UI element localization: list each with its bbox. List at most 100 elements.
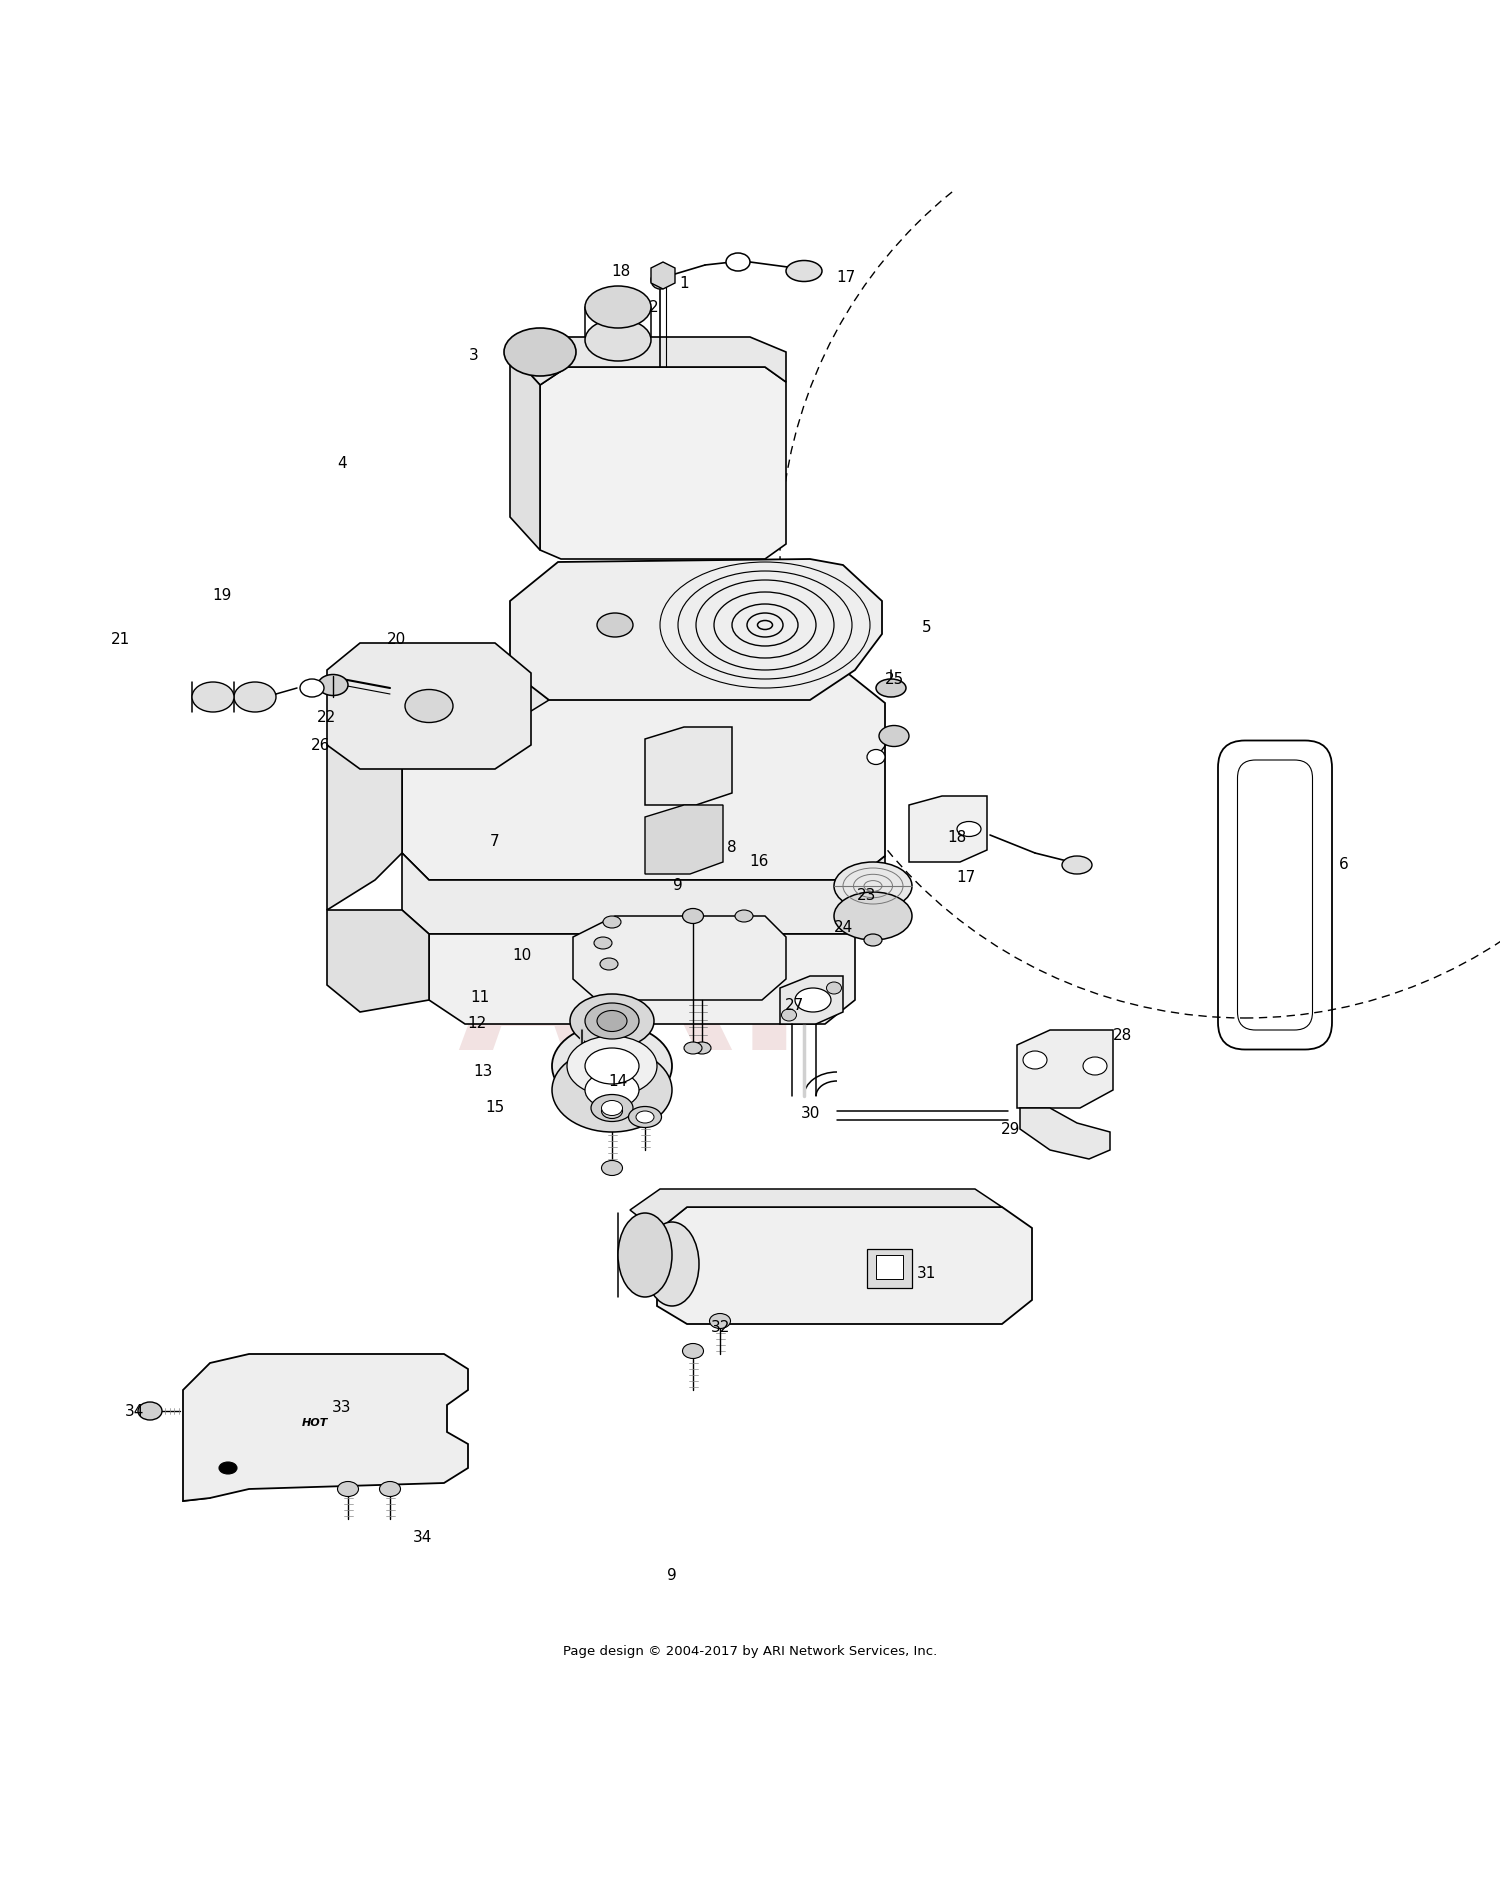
Ellipse shape	[628, 1107, 662, 1128]
Polygon shape	[510, 352, 540, 551]
Ellipse shape	[867, 750, 885, 765]
Ellipse shape	[602, 1100, 622, 1115]
Text: 23: 23	[858, 887, 876, 902]
Text: Page design © 2004-2017 by ARI Network Services, Inc.: Page design © 2004-2017 by ARI Network S…	[562, 1645, 938, 1658]
Ellipse shape	[645, 1222, 699, 1307]
Polygon shape	[651, 261, 675, 290]
Ellipse shape	[636, 1111, 654, 1122]
Text: 25: 25	[885, 671, 903, 686]
Ellipse shape	[682, 1344, 703, 1359]
Text: 3: 3	[470, 348, 478, 363]
Text: 2: 2	[650, 299, 658, 314]
Text: 5: 5	[922, 620, 932, 635]
Text: 22: 22	[318, 711, 336, 726]
Text: 28: 28	[1113, 1028, 1131, 1043]
Ellipse shape	[318, 675, 348, 696]
Ellipse shape	[219, 1463, 237, 1474]
Ellipse shape	[876, 679, 906, 697]
Polygon shape	[645, 805, 723, 874]
Ellipse shape	[594, 936, 612, 949]
Polygon shape	[630, 1188, 1002, 1231]
Text: 20: 20	[387, 632, 405, 647]
Ellipse shape	[380, 1481, 400, 1496]
Ellipse shape	[693, 1042, 711, 1055]
Text: 1: 1	[680, 276, 688, 291]
Text: 14: 14	[609, 1073, 627, 1089]
Ellipse shape	[682, 908, 703, 923]
Ellipse shape	[710, 1314, 730, 1329]
Text: 33: 33	[333, 1401, 351, 1416]
Text: 8: 8	[728, 840, 736, 855]
Ellipse shape	[234, 682, 276, 713]
Text: 17: 17	[837, 269, 855, 284]
Ellipse shape	[552, 1025, 672, 1107]
Polygon shape	[327, 643, 531, 769]
Ellipse shape	[591, 1094, 633, 1122]
Ellipse shape	[864, 934, 882, 946]
Polygon shape	[1017, 1030, 1113, 1107]
Text: 13: 13	[474, 1064, 492, 1079]
Ellipse shape	[651, 271, 669, 290]
Polygon shape	[657, 1207, 1032, 1324]
Ellipse shape	[585, 1047, 639, 1085]
Ellipse shape	[957, 822, 981, 837]
Text: 11: 11	[471, 989, 489, 1004]
Ellipse shape	[603, 916, 621, 929]
Ellipse shape	[602, 1160, 622, 1175]
Polygon shape	[909, 795, 987, 863]
Text: HOT: HOT	[302, 1418, 328, 1429]
Polygon shape	[1020, 1107, 1110, 1158]
Text: ARI: ARI	[458, 912, 802, 1089]
Bar	[876, 1256, 903, 1278]
Ellipse shape	[600, 959, 618, 970]
Text: 16: 16	[750, 855, 768, 869]
Ellipse shape	[618, 1213, 672, 1297]
Polygon shape	[327, 699, 402, 910]
Ellipse shape	[834, 891, 912, 940]
Ellipse shape	[585, 1072, 639, 1107]
Ellipse shape	[300, 679, 324, 697]
Ellipse shape	[827, 981, 842, 995]
Ellipse shape	[552, 1047, 672, 1132]
Ellipse shape	[879, 726, 909, 746]
Ellipse shape	[570, 995, 654, 1047]
Ellipse shape	[726, 254, 750, 271]
Ellipse shape	[405, 690, 453, 722]
Text: 4: 4	[338, 455, 346, 470]
Text: 12: 12	[468, 1017, 486, 1032]
Text: 21: 21	[111, 632, 129, 647]
Ellipse shape	[192, 682, 234, 713]
Ellipse shape	[782, 1010, 796, 1021]
Polygon shape	[402, 667, 885, 880]
Text: 30: 30	[801, 1107, 819, 1122]
Text: 10: 10	[513, 948, 531, 963]
Polygon shape	[402, 854, 885, 934]
Polygon shape	[183, 1354, 468, 1500]
Text: 18: 18	[612, 263, 630, 278]
Ellipse shape	[585, 1004, 639, 1040]
Text: 34: 34	[126, 1404, 144, 1419]
Ellipse shape	[597, 613, 633, 637]
Text: 6: 6	[1340, 857, 1348, 872]
Ellipse shape	[585, 286, 651, 327]
Ellipse shape	[597, 1011, 627, 1032]
Ellipse shape	[1023, 1051, 1047, 1070]
Polygon shape	[540, 367, 786, 558]
Ellipse shape	[504, 327, 576, 376]
Ellipse shape	[567, 1036, 657, 1096]
Text: 9: 9	[668, 1568, 676, 1583]
Text: 26: 26	[312, 737, 330, 752]
Polygon shape	[510, 558, 882, 699]
Text: 17: 17	[957, 869, 975, 884]
Text: 9: 9	[674, 878, 682, 893]
Ellipse shape	[1062, 855, 1092, 874]
Ellipse shape	[834, 863, 912, 910]
Text: 27: 27	[786, 998, 804, 1013]
Polygon shape	[402, 667, 549, 724]
Polygon shape	[645, 728, 732, 805]
Ellipse shape	[585, 320, 651, 361]
Text: 34: 34	[414, 1530, 432, 1545]
Text: 24: 24	[834, 921, 852, 936]
Text: 18: 18	[948, 831, 966, 846]
Ellipse shape	[795, 989, 831, 1011]
